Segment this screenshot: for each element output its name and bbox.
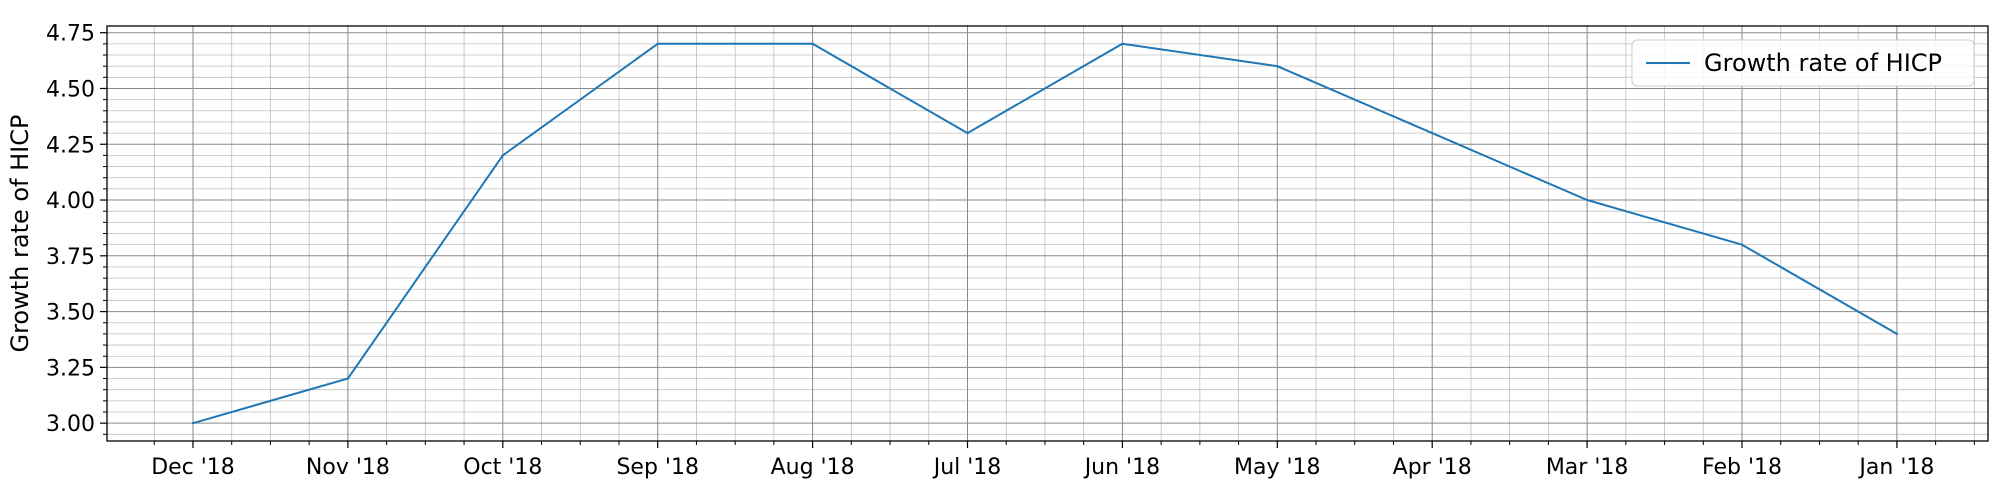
legend-label: Growth rate of HICP xyxy=(1704,49,1942,77)
data-point xyxy=(1276,64,1279,68)
y-tick-label: 4.50 xyxy=(46,77,95,102)
legend-box xyxy=(1631,39,1975,87)
x-tick-label: Mar '18 xyxy=(1546,455,1629,480)
x-tick-label: Apr '18 xyxy=(1393,455,1472,480)
x-tick-label: Oct '18 xyxy=(463,455,542,480)
x-tick-label: Dec '18 xyxy=(151,455,235,480)
y-axis-title: Growth rate of HICP xyxy=(6,115,34,353)
data-point xyxy=(1895,332,1899,336)
data-point xyxy=(656,42,659,46)
y-tick-label: 4.00 xyxy=(46,189,95,214)
data-point xyxy=(966,131,969,135)
x-tick-label: Nov '18 xyxy=(306,455,390,480)
y-tick-label: 3.25 xyxy=(46,356,95,381)
data-point xyxy=(1431,131,1434,135)
y-tick-label: 4.25 xyxy=(46,133,95,158)
data-point xyxy=(811,42,814,46)
x-tick-label: Jun '18 xyxy=(1083,455,1160,480)
series-layer xyxy=(191,42,1899,425)
y-tick-label: 4.75 xyxy=(46,22,95,47)
data-point xyxy=(501,154,504,157)
y-tick-label: 3.00 xyxy=(46,412,95,437)
legend: Growth rate of HICP xyxy=(1631,39,1975,87)
x-tick-label: Feb '18 xyxy=(1702,455,1782,480)
y-tick-label: 3.75 xyxy=(46,245,95,270)
data-point xyxy=(346,377,350,380)
major-grid xyxy=(107,26,1988,441)
x-tick-label: Jan '18 xyxy=(1857,455,1934,480)
series-line xyxy=(192,42,1898,425)
x-tick-label: May '18 xyxy=(1234,455,1321,480)
x-tick-label: Jul '18 xyxy=(932,455,1002,480)
data-point xyxy=(1740,243,1744,246)
data-point xyxy=(1121,42,1124,46)
y-axis-ticks: 3.00 3.25 3.50 3.75 4.00 4.25 4.50 4.75 xyxy=(46,22,107,437)
x-tick-label: Sep '18 xyxy=(616,455,699,480)
x-axis-ticks: Dec '18 Nov '18 Oct '18 Sep '18 Aug '18 Jul '… xyxy=(151,441,1975,480)
y-tick-label: 3.50 xyxy=(46,301,95,326)
x-tick-label: Aug '18 xyxy=(771,455,855,480)
data-point xyxy=(1585,198,1589,202)
data-point xyxy=(191,421,195,425)
